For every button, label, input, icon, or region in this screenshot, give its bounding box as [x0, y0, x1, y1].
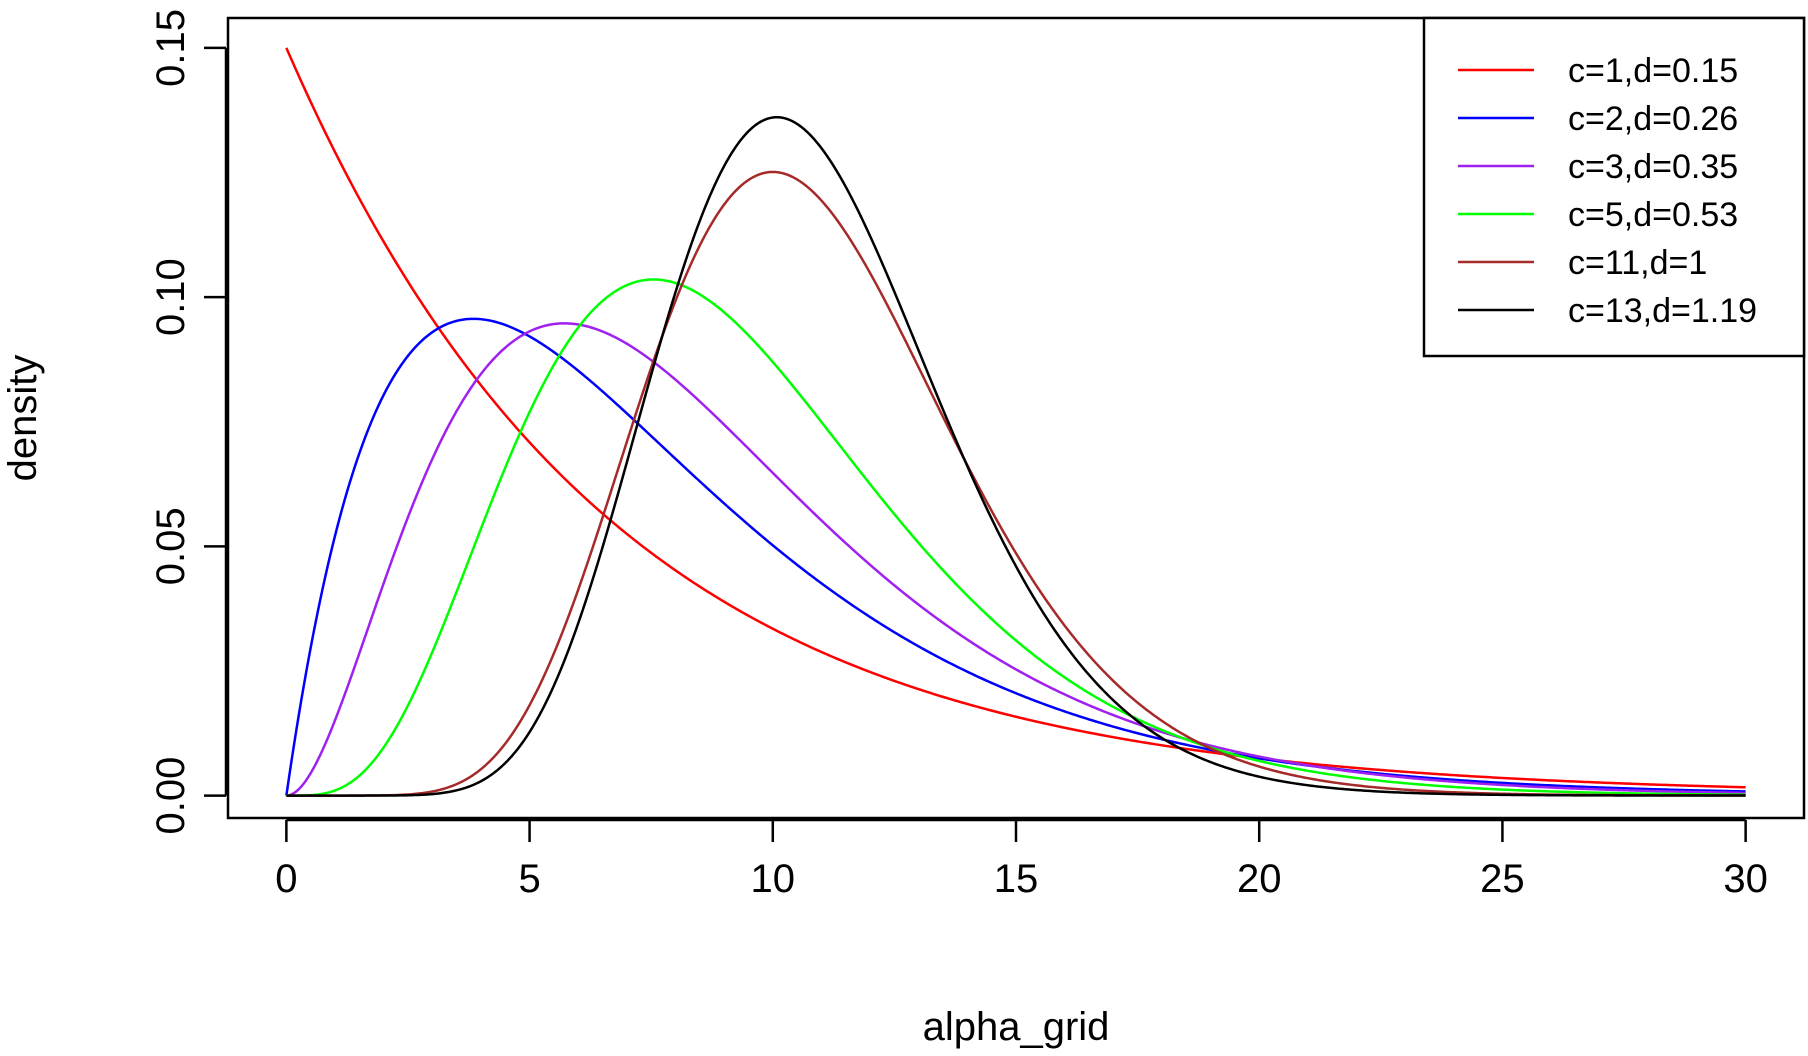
series-lines — [285, 47, 1746, 797]
legend-label: c=13,d=1.19 — [1568, 292, 1757, 330]
legend: c=1,d=0.15 c=2,d=0.26 c=3,d=0.35 c=5,d=0.53… — [1422, 16, 1806, 358]
series-line — [285, 47, 1746, 789]
y-tick-label: 0.05 — [149, 507, 193, 585]
legend-label: c=3,d=0.35 — [1568, 148, 1738, 186]
series-line — [286, 322, 1746, 797]
y-tick-label: 0.10 — [149, 258, 193, 336]
x-tick-label: 25 — [1480, 857, 1525, 901]
x-tick-label: 0 — [275, 857, 297, 901]
y-tick-label: 0.15 — [149, 9, 193, 87]
x-axis: 0 5 10 15 20 25 30 — [275, 818, 1768, 901]
legend-label: c=11,d=1 — [1568, 244, 1707, 282]
y-axis-title: density — [1, 355, 45, 482]
legend-label: c=2,d=0.26 — [1568, 100, 1738, 138]
series-line — [286, 115, 1746, 797]
series-line — [286, 278, 1746, 797]
x-tick-label: 5 — [518, 857, 540, 901]
legend-box — [1422, 16, 1806, 358]
legend-label: c=1,d=0.15 — [1568, 52, 1738, 90]
x-tick-label: 30 — [1723, 857, 1768, 901]
x-tick-label: 20 — [1237, 857, 1282, 901]
y-tick-label: 0.00 — [149, 757, 193, 835]
series-line — [285, 317, 1746, 796]
y-axis: 0.00 0.05 0.10 0.15 — [149, 9, 228, 835]
x-axis-title: alpha_grid — [923, 1005, 1110, 1049]
x-tick-label: 10 — [751, 857, 796, 901]
legend-label: c=5,d=0.53 — [1568, 196, 1738, 234]
x-tick-label: 15 — [994, 857, 1039, 901]
plot-box — [226, 16, 1806, 820]
